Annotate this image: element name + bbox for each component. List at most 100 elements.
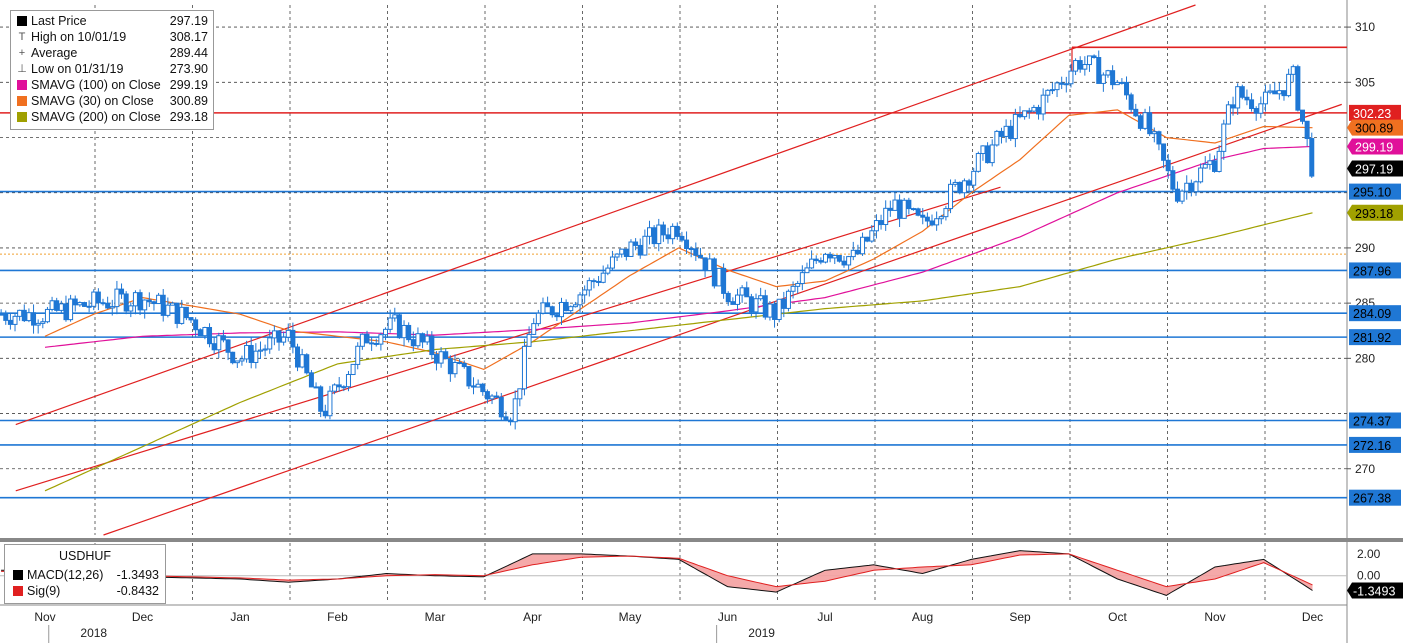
- candle-body: [878, 220, 884, 226]
- candle-body: [424, 335, 430, 343]
- candle-body: [647, 227, 652, 237]
- value-tag-label: 299.19: [1355, 140, 1393, 154]
- candle-body: [614, 253, 620, 258]
- candle-body: [1040, 94, 1046, 115]
- value-tag-label: 300.89: [1355, 122, 1393, 136]
- candle-body: [345, 374, 351, 388]
- candle-body: [1086, 55, 1092, 66]
- candle-body: [781, 298, 787, 309]
- ma-line: [44, 109, 1313, 371]
- candle-body: [1147, 112, 1153, 135]
- candle-body: [114, 288, 120, 308]
- candle-body: [433, 354, 439, 364]
- candle-body: [1091, 55, 1097, 59]
- y-tick-label: 310: [1355, 20, 1375, 34]
- candle-body: [1249, 99, 1255, 110]
- candle-body: [637, 244, 643, 256]
- legend-average: + Average 289.44: [15, 45, 208, 61]
- level-tag-bg: [1349, 436, 1401, 453]
- candle-body: [512, 398, 518, 423]
- candle-body: [132, 292, 138, 307]
- candle-body: [869, 230, 875, 242]
- candle-body: [628, 241, 634, 257]
- x-month-label: Jan: [230, 610, 249, 624]
- candle-body: [832, 254, 838, 259]
- legend-value: 299.19: [169, 78, 208, 92]
- x-month-label: Jul: [817, 610, 832, 624]
- level-tag: 267.38: [1349, 489, 1401, 506]
- low-marker-icon: ⊥: [17, 63, 27, 75]
- value-tag-label: 297.19: [1355, 163, 1393, 177]
- candle-body: [887, 207, 893, 211]
- candle-body: [26, 312, 32, 322]
- candle-body: [44, 308, 50, 323]
- price-legend: Last Price 297.19 T High on 10/01/19 308…: [10, 10, 214, 130]
- candle-body: [1082, 64, 1088, 70]
- candle-body: [864, 236, 870, 242]
- level-tag: 272.16: [1349, 436, 1401, 453]
- candle-body: [1105, 70, 1111, 76]
- candle-body: [1124, 81, 1130, 96]
- candle-body: [938, 216, 944, 220]
- candle-body: [1309, 138, 1315, 177]
- candle-body: [697, 254, 703, 259]
- legend-value: 289.44: [169, 46, 208, 60]
- candle-body: [901, 199, 907, 219]
- candle-body: [799, 272, 805, 285]
- legend-label: High on 10/01/19: [31, 30, 127, 44]
- channel-mid-line: [15, 186, 1001, 492]
- candle-body: [1012, 113, 1018, 140]
- sma30-swatch: [17, 96, 27, 106]
- candle-body: [1212, 160, 1218, 172]
- price-candles: [0, 50, 1315, 430]
- candle-body: [1239, 86, 1245, 98]
- candle-body: [257, 349, 263, 352]
- candle-body: [841, 260, 847, 266]
- candle-body: [285, 329, 291, 338]
- value-tag-bg: [1347, 119, 1403, 136]
- candle-body: [197, 329, 203, 337]
- candle-body: [836, 254, 842, 262]
- legend-value: -0.8432: [116, 584, 159, 598]
- candle-body: [897, 199, 903, 219]
- candle-body: [230, 351, 236, 364]
- candle-body: [378, 334, 384, 345]
- legend-value: 297.19: [169, 14, 208, 28]
- candle-body: [415, 333, 421, 347]
- legend-label: SMAVG (200) on Close: [31, 110, 161, 124]
- candle-body: [1225, 104, 1231, 125]
- candle-body: [396, 314, 402, 339]
- y-tick-label: 290: [1355, 241, 1375, 255]
- candle-body: [910, 208, 916, 211]
- level-tag: 281.92: [1349, 329, 1401, 346]
- signal-line: [1, 553, 1313, 588]
- candle-body: [961, 180, 967, 194]
- candle-body: [392, 314, 398, 319]
- candle-body: [1133, 108, 1139, 117]
- macd-legend: USDHUF MACD(12,26) -1.3493 Sig(9) -0.843…: [4, 544, 166, 604]
- candle-body: [336, 384, 342, 388]
- candle-body: [1174, 188, 1180, 202]
- candle-body: [1031, 106, 1037, 112]
- legend-sma100: SMAVG (100) on Close 299.19: [15, 77, 208, 93]
- candle-body: [818, 260, 824, 263]
- candle-body: [401, 324, 407, 339]
- candle-body: [563, 301, 569, 312]
- macd-current-tag: -1.3493: [1347, 582, 1403, 599]
- candle-body: [767, 303, 773, 318]
- candle-body: [234, 360, 240, 364]
- legend-signal: Sig(9) -0.8432: [11, 583, 159, 599]
- x-axis: Nov Dec Jan Feb Mar Apr May Jun Jul Aug Sep Oct Nov D…: [34, 610, 1323, 643]
- candle-body: [1077, 60, 1083, 70]
- candle-body: [471, 385, 477, 388]
- candle-body: [489, 395, 495, 400]
- legend-label: SMAVG (30) on Close: [31, 94, 154, 108]
- candle-body: [299, 354, 305, 368]
- candle-body: [549, 306, 555, 316]
- signal-swatch: [13, 586, 23, 596]
- candle-body: [582, 289, 588, 296]
- candle-body: [721, 267, 727, 294]
- macd-y-tick-label: 0.00: [1357, 569, 1381, 583]
- candle-body: [95, 291, 101, 304]
- candle-body: [711, 258, 717, 287]
